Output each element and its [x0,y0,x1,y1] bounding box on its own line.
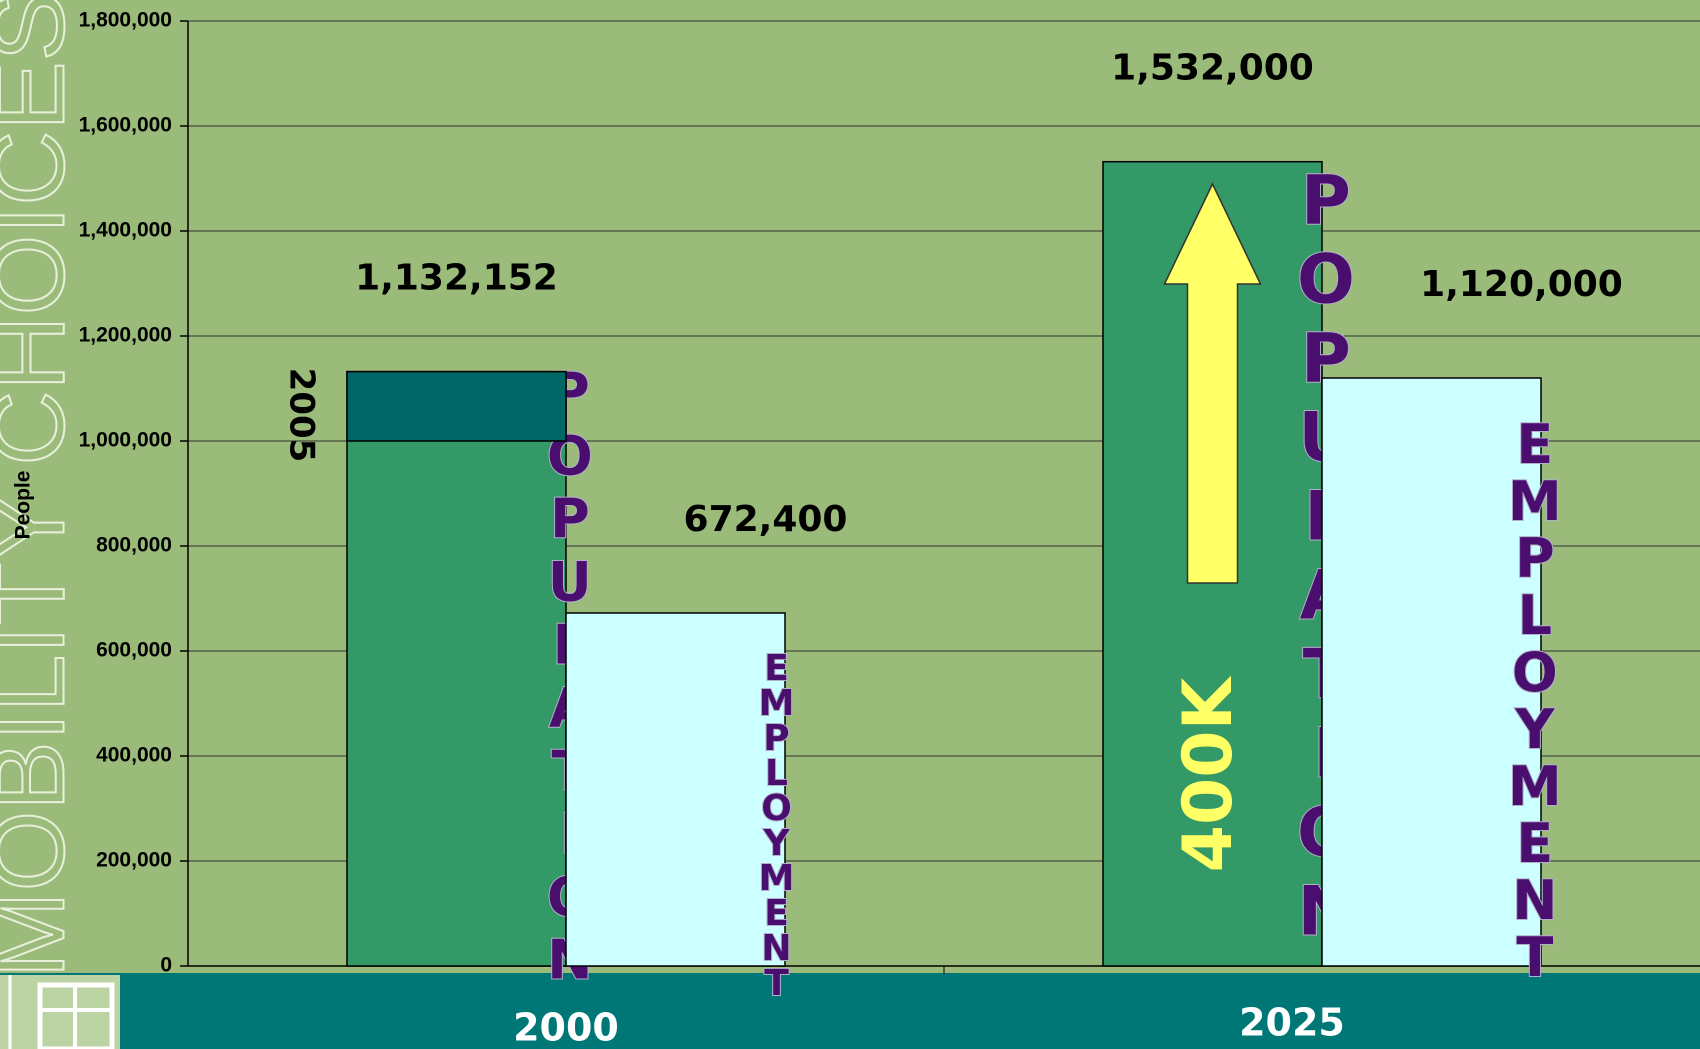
value-label: 1,120,000 [1420,264,1623,305]
y-tick-label: 400,000 [96,744,172,767]
side-title: MOBILITY CHOICES [0,0,86,978]
y-tick-label: 1,000,000 [79,429,172,452]
series-name: EMPLOYMENT [1503,413,1566,983]
y-tick-label: 1,600,000 [79,114,172,137]
y-tick-label: 200,000 [96,849,172,872]
y-tick-label: 800,000 [96,534,172,557]
bar [1321,377,1542,967]
growth-label: 400K [1169,675,1248,872]
bar [565,612,786,967]
y-tick-label: 1,800,000 [79,9,172,32]
segment-2005 [346,370,567,442]
bar [346,370,567,967]
y-tick-label: 1,200,000 [79,324,172,347]
y-tick-label: 0 [160,954,172,977]
x-tick-label: 2025 [1239,1001,1345,1045]
footer-band [0,973,1700,1049]
value-label: 1,532,000 [1111,48,1314,89]
y-tick-label: 1,400,000 [79,219,172,242]
value-label: 1,132,152 [355,258,558,299]
segment-2005-label: 2005 [282,368,322,463]
y-axis-label: People [12,471,35,540]
x-tick-label: 2000 [513,1006,619,1049]
y-tick-label: 600,000 [96,639,172,662]
logo [0,975,120,1049]
value-label: 672,400 [684,499,848,540]
series-name: EMPLOYMENT [756,648,797,998]
growth-arrow [1163,182,1262,584]
